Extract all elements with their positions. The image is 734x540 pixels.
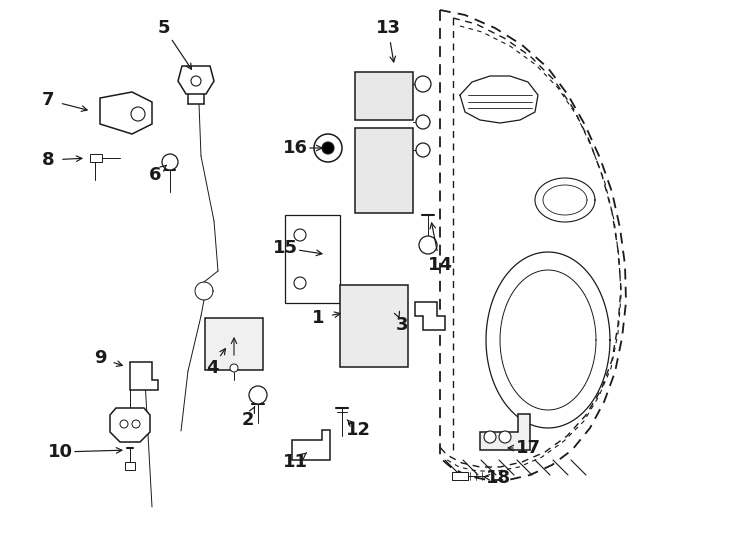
Circle shape (294, 277, 306, 289)
Polygon shape (110, 408, 150, 442)
Bar (125, 462, 135, 470)
Text: 4: 4 (206, 359, 218, 377)
Circle shape (314, 134, 342, 162)
Circle shape (162, 154, 178, 170)
Text: 3: 3 (396, 316, 408, 334)
Polygon shape (100, 92, 152, 134)
Circle shape (499, 431, 511, 443)
Circle shape (230, 364, 238, 372)
Circle shape (249, 386, 267, 404)
Text: 14: 14 (427, 256, 452, 274)
Text: 15: 15 (272, 239, 297, 257)
Text: 16: 16 (283, 139, 308, 157)
Text: 5: 5 (158, 19, 170, 37)
Text: 17: 17 (515, 439, 540, 457)
Circle shape (415, 76, 431, 92)
Circle shape (120, 420, 128, 428)
Polygon shape (130, 362, 158, 390)
Text: 6: 6 (149, 166, 161, 184)
Text: 9: 9 (94, 349, 106, 367)
Text: 2: 2 (241, 411, 254, 429)
Bar (355, 128, 413, 213)
Text: 8: 8 (42, 151, 54, 169)
Circle shape (416, 143, 430, 157)
Text: 13: 13 (376, 19, 401, 37)
Bar (205, 318, 263, 370)
Bar (340, 285, 408, 367)
Bar (285, 215, 340, 303)
Bar (355, 72, 413, 120)
Circle shape (322, 142, 334, 154)
Bar (90, 154, 102, 162)
Polygon shape (452, 472, 468, 480)
Text: 11: 11 (283, 453, 308, 471)
Circle shape (132, 420, 140, 428)
Circle shape (484, 431, 496, 443)
Polygon shape (292, 430, 330, 460)
Circle shape (131, 107, 145, 121)
Circle shape (419, 236, 437, 254)
Polygon shape (415, 302, 445, 330)
Text: 10: 10 (48, 443, 73, 461)
Circle shape (191, 76, 201, 86)
Circle shape (294, 229, 306, 241)
Text: 1: 1 (312, 309, 324, 327)
Polygon shape (480, 414, 530, 450)
Text: 18: 18 (485, 469, 511, 487)
Polygon shape (178, 66, 214, 94)
Text: 12: 12 (346, 421, 371, 439)
Text: 7: 7 (42, 91, 54, 109)
Circle shape (416, 115, 430, 129)
